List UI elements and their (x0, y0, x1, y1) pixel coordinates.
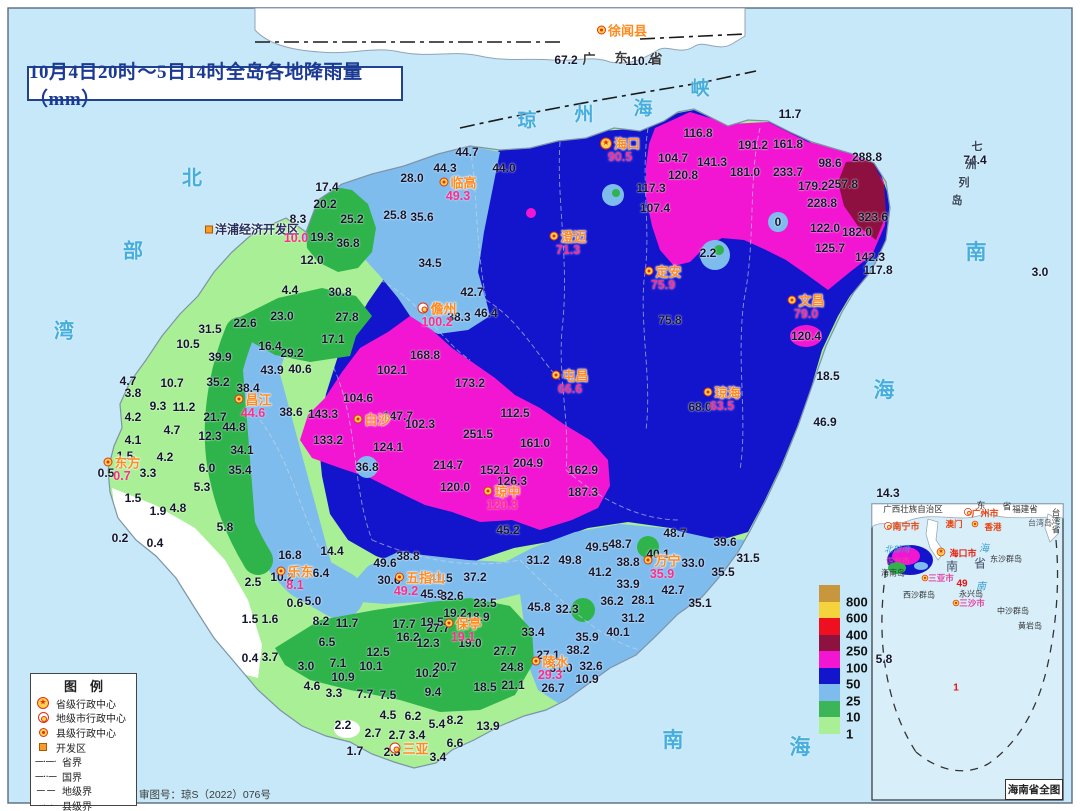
scale-label: 800 (846, 594, 868, 609)
map-title: 10月4日20时～5日14时全岛各地降雨量（mm） (27, 62, 403, 110)
scale-swatch (819, 684, 840, 701)
legend-item-label: 开发区 (56, 743, 86, 755)
scale-label: 50 (846, 676, 861, 692)
scale-swatch (819, 651, 840, 668)
legend-item-label: 地级市行政中心 (56, 714, 126, 726)
boundary-line-icon: —·—· (35, 757, 57, 767)
dev-marker-icon (39, 743, 47, 752)
scale-label: 250 (846, 643, 868, 659)
legend-item: —·—· 省界 (35, 754, 132, 769)
scale-swatch (819, 618, 840, 635)
scale-swatch (819, 634, 840, 651)
scale-swatch (819, 717, 840, 734)
county-boundaries (259, 127, 761, 651)
scale-swatch (819, 585, 840, 602)
maritime-boundary-lines (255, 33, 757, 129)
legend-title: 图 例 (63, 679, 103, 694)
legend-item-label: 省级行政中心 (56, 699, 116, 711)
legend-item: 县级行政中心 (35, 725, 132, 740)
guangdong-land (254, 8, 746, 64)
boundary-line-icon: —··— (35, 771, 57, 781)
legend-item: 省级行政中心 (35, 696, 132, 711)
scale-swatch (819, 700, 840, 717)
county-marker-icon (38, 727, 48, 737)
legend-box: 图 例 省级行政中心地级市行政中心县级行政中心开发区—·—·省界—··—国界— … (30, 673, 137, 811)
scale-label: 1 (846, 726, 854, 741)
capital-marker-icon (37, 697, 49, 710)
legend-item-label: 县级行政中心 (56, 728, 116, 740)
legend-item-label: 地级界 (62, 787, 92, 799)
legend-item-label: 省界 (62, 758, 82, 770)
legend-item: 地级市行政中心 (35, 711, 132, 726)
boundary-line-icon: –·–· (38, 800, 54, 810)
legend-item-label: 国界 (62, 772, 82, 784)
scale-label: 400 (846, 627, 868, 642)
boundary-line-icon: — — (36, 786, 56, 796)
scale-swatch (819, 667, 840, 684)
scale-label: 10 (846, 709, 861, 725)
legend-item-label: 县级界 (62, 801, 92, 811)
scale-label: 100 (846, 660, 868, 675)
rainfall-zones (112, 110, 890, 738)
city-marker-icon (37, 712, 49, 724)
inset-map-graphics (871, 503, 1064, 801)
approval-number: 审图号：琼S（2022）076号 (139, 789, 271, 801)
scale-swatch (819, 601, 840, 618)
legend-item: 开发区 (35, 740, 132, 755)
legend-item: — — 地级界 (35, 784, 132, 799)
legend-item: –·–· 县级界 (35, 798, 132, 811)
inset-title: 海南省全图 (1005, 779, 1063, 800)
scale-label: 25 (846, 693, 861, 708)
scale-label: 600 (846, 610, 868, 626)
legend-item: —··— 国界 (35, 769, 132, 784)
